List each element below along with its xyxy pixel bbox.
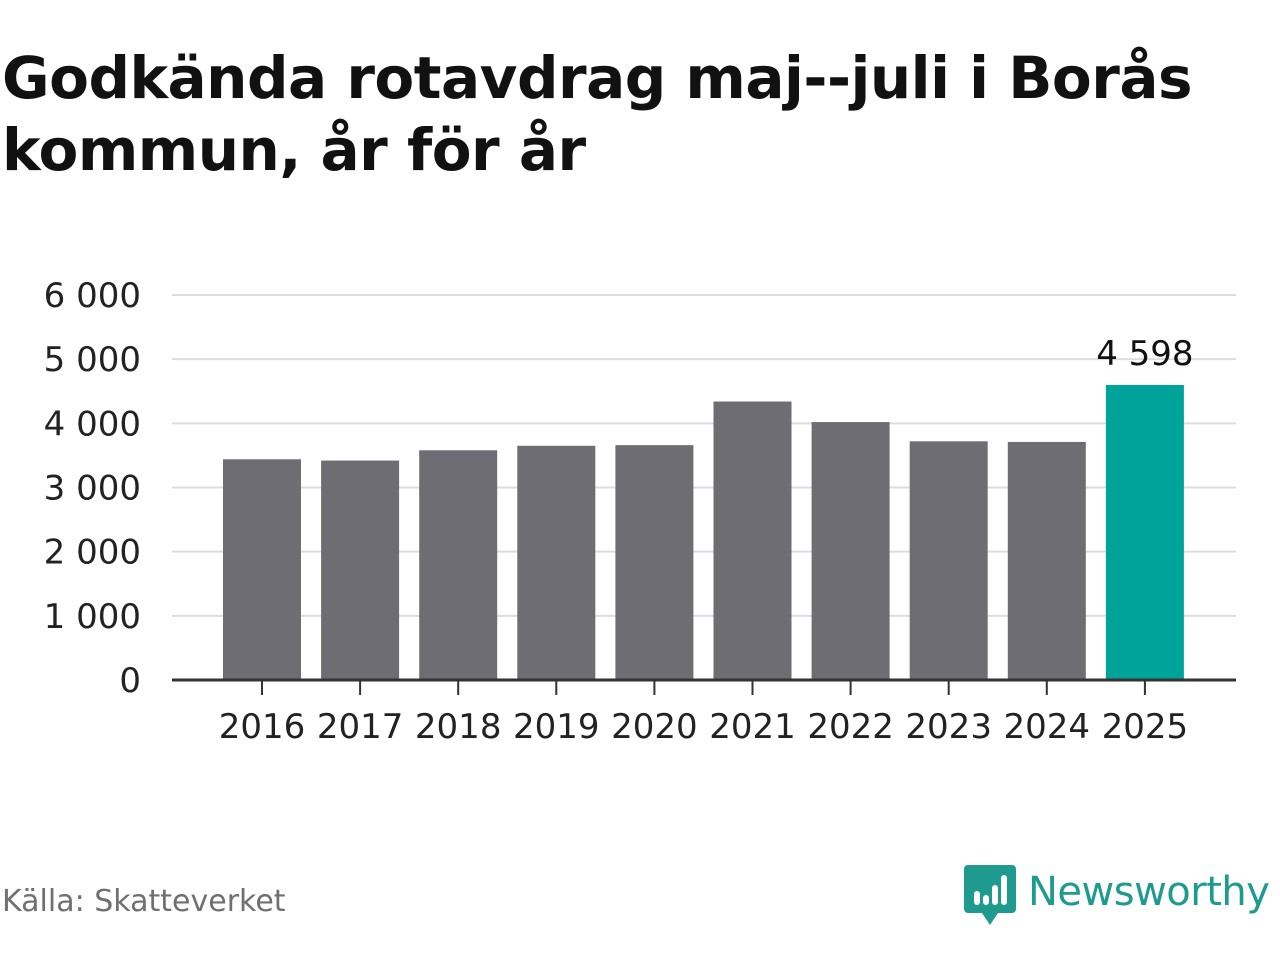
y-tick-label: 0: [119, 661, 141, 701]
bars: [223, 384, 1184, 680]
y-axis-tick-labels: 0 1 000 2 000 3 000 4 000 5 000 6 000: [44, 276, 141, 701]
bar-2025: [1105, 384, 1184, 680]
x-tick-label: 2018: [415, 707, 502, 747]
brand-name: Newsworthy: [1028, 869, 1270, 915]
x-axis: [172, 678, 1236, 695]
brand-logo: Newsworthy: [964, 864, 1270, 928]
y-tick-label: 3 000: [44, 469, 141, 509]
data-labels: 4 598: [1096, 334, 1193, 374]
y-tick-label: 1 000: [44, 597, 141, 637]
y-tick-label: 5 000: [44, 340, 141, 380]
x-axis-tick-labels: 2016 2017 2018 2019 2020 2021 2022 2023 2024 2025: [219, 707, 1188, 747]
x-tick-label: 2022: [807, 707, 894, 747]
x-tick-label: 2020: [611, 707, 698, 747]
x-tick-label: 2021: [709, 707, 796, 747]
bar-2020: [615, 445, 694, 680]
newsworthy-logo-icon: [964, 865, 1016, 925]
x-tick-label: 2024: [1004, 707, 1091, 747]
x-tick-label: 2019: [513, 707, 600, 747]
bar-2016: [223, 459, 301, 680]
x-tick-label: 2025: [1102, 707, 1189, 747]
bar-2019: [517, 445, 596, 680]
data-label-2025: 4 598: [1096, 334, 1193, 374]
x-tick-label: 2023: [905, 707, 992, 747]
bar-2023: [909, 441, 988, 680]
chart-title: Godkända rotavdrag maj--juli i Borås kom…: [2, 44, 1193, 184]
y-tick-label: 4 000: [44, 404, 141, 444]
bar-2022: [811, 422, 890, 680]
x-tick-label: 2017: [317, 707, 404, 747]
x-tick-label: 2016: [219, 707, 306, 747]
y-tick-label: 2 000: [44, 533, 141, 573]
source-note: Källa: Skatteverket: [2, 884, 286, 919]
bar-2018: [419, 450, 498, 680]
y-tick-label: 6 000: [44, 276, 141, 316]
bar-2024: [1007, 441, 1086, 680]
bar-2017: [321, 460, 400, 680]
bar-2021: [713, 401, 792, 680]
